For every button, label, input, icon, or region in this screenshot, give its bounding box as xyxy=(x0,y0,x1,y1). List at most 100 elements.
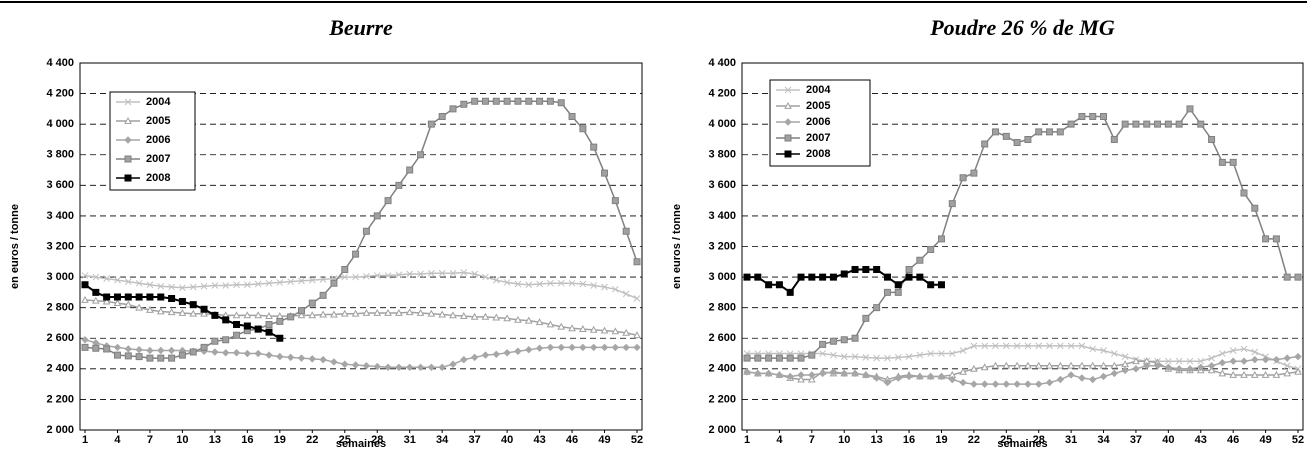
data-point xyxy=(351,309,360,317)
data-point xyxy=(460,100,468,108)
data-point xyxy=(135,303,143,311)
data-point xyxy=(146,354,154,362)
data-point xyxy=(471,270,479,278)
data-point xyxy=(1067,120,1075,128)
data-point xyxy=(873,265,881,273)
data-point xyxy=(1078,342,1086,350)
y-tick-label: 4 400 xyxy=(708,57,736,69)
data-point xyxy=(308,276,316,284)
data-point xyxy=(883,288,891,296)
data-point xyxy=(189,283,197,291)
data-point xyxy=(840,270,848,278)
data-point xyxy=(297,307,305,315)
x-tick-label: 4 xyxy=(114,434,121,446)
data-point xyxy=(1218,359,1227,367)
x-tick-label: 40 xyxy=(501,434,513,446)
data-point xyxy=(460,355,468,364)
data-point xyxy=(1024,342,1032,350)
x-tick-label: 19 xyxy=(274,434,286,446)
data-point xyxy=(611,343,620,352)
data-point xyxy=(829,368,838,376)
data-point xyxy=(1251,204,1259,212)
data-point xyxy=(1175,365,1183,373)
data-point xyxy=(81,336,89,344)
data-point xyxy=(590,282,598,289)
data-point xyxy=(600,343,609,352)
data-point xyxy=(416,363,425,372)
data-point xyxy=(579,280,587,288)
data-point xyxy=(1294,367,1302,375)
data-point xyxy=(287,313,295,321)
data-point xyxy=(970,364,978,372)
data-point xyxy=(373,212,381,220)
data-point xyxy=(1056,375,1065,384)
data-point xyxy=(992,342,999,350)
data-point xyxy=(862,265,870,273)
x-tick-label: 19 xyxy=(935,434,947,446)
data-point xyxy=(362,362,371,370)
data-point xyxy=(91,296,100,304)
data-point xyxy=(525,346,533,354)
data-point xyxy=(1251,355,1259,364)
data-point xyxy=(438,310,447,318)
data-point xyxy=(1034,380,1043,388)
data-point xyxy=(905,273,913,281)
y-tick-label: 2 400 xyxy=(46,363,74,375)
data-point xyxy=(765,281,773,289)
data-point xyxy=(92,344,100,352)
data-point xyxy=(1089,345,1097,353)
data-point xyxy=(352,273,359,281)
data-point xyxy=(1110,369,1119,378)
data-point xyxy=(611,285,619,293)
data-point xyxy=(211,311,219,319)
data-point xyxy=(786,372,794,381)
data-point xyxy=(1261,355,1270,364)
y-tick-label: 2 800 xyxy=(708,302,736,314)
x-tick-label: 31 xyxy=(1065,434,1077,446)
data-point xyxy=(178,308,187,316)
data-point xyxy=(265,351,273,359)
data-point xyxy=(232,349,241,357)
data-point xyxy=(851,265,859,273)
data-point xyxy=(103,345,111,353)
data-point xyxy=(948,200,956,208)
data-point xyxy=(808,351,816,359)
data-point xyxy=(536,97,544,105)
data-point xyxy=(1067,371,1075,379)
data-point xyxy=(233,331,241,339)
data-point xyxy=(276,279,284,286)
data-point xyxy=(103,293,111,301)
data-point xyxy=(1294,273,1302,281)
data-point xyxy=(341,265,349,273)
data-point xyxy=(373,362,381,371)
data-point xyxy=(211,282,219,289)
data-point xyxy=(449,269,457,277)
data-point xyxy=(406,270,414,278)
data-point xyxy=(427,269,435,277)
data-point xyxy=(1034,361,1043,369)
y-axis-label: en euros / tonne xyxy=(9,204,21,289)
data-point xyxy=(1046,342,1053,350)
data-point xyxy=(1143,120,1151,128)
data-point xyxy=(222,282,230,289)
data-point xyxy=(416,308,425,316)
legend-marker xyxy=(124,136,132,144)
data-point xyxy=(1186,357,1194,365)
data-point xyxy=(1002,342,1010,350)
data-point xyxy=(765,354,773,362)
x-tick-label: 49 xyxy=(1259,434,1271,446)
data-point xyxy=(254,280,262,288)
data-point xyxy=(1110,135,1118,143)
data-point xyxy=(308,311,317,319)
legend-label: 2007 xyxy=(806,132,830,144)
y-tick-label: 2 800 xyxy=(46,302,74,314)
data-point xyxy=(297,311,306,319)
data-point xyxy=(200,309,208,317)
data-point xyxy=(1153,362,1162,370)
data-point xyxy=(579,343,587,352)
data-point xyxy=(395,308,403,316)
data-point xyxy=(1272,355,1281,364)
data-point xyxy=(797,273,805,281)
data-point xyxy=(840,353,848,360)
data-point xyxy=(459,312,468,319)
